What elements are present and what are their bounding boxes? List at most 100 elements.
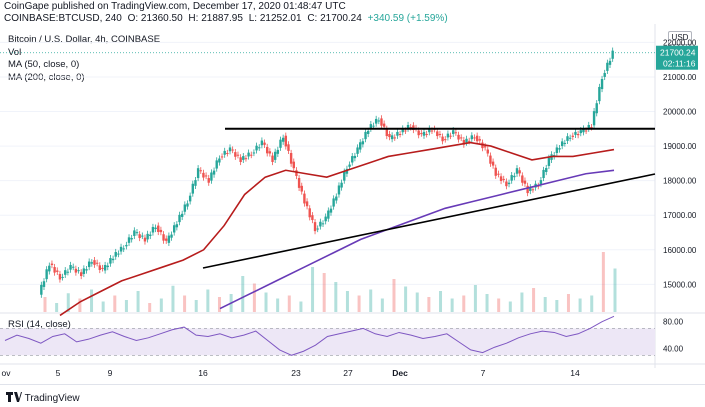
candle-body	[64, 270, 67, 275]
candle-body	[473, 137, 476, 139]
tradingview-logo[interactable]: TradingView	[6, 391, 80, 404]
candle-body	[159, 229, 163, 233]
candle-body	[170, 234, 173, 238]
legend-ma50[interactable]: MA (50, close, 0)	[8, 59, 80, 70]
candle-body	[226, 152, 229, 154]
volume-bar	[601, 252, 605, 312]
chart-header: CoinGape published on TradingView.com, D…	[0, 0, 705, 24]
candle-body	[430, 130, 434, 132]
candle-body	[69, 264, 72, 270]
ohlc-line: COINBASE:BTCUSD, 240 O: 21360.50 H: 2188…	[4, 13, 451, 24]
candle-body	[441, 136, 444, 142]
volume-bar	[415, 292, 419, 312]
volume-bar	[206, 289, 210, 312]
candle-body	[587, 124, 590, 129]
candle-body	[162, 234, 165, 241]
candle-body	[353, 155, 357, 159]
candle-body	[319, 221, 322, 227]
candle-body	[114, 252, 117, 257]
candle-body	[603, 72, 606, 77]
volume-bar	[404, 286, 408, 312]
change-value: +340.59 (+1.59%)	[367, 13, 448, 24]
candle-body	[529, 187, 532, 192]
candle-body	[287, 144, 290, 151]
candle-body	[409, 127, 412, 129]
candle-body	[236, 154, 240, 156]
candle-body	[212, 170, 216, 175]
candle-body	[151, 226, 155, 233]
candle-body	[558, 148, 561, 150]
candle-body	[606, 62, 609, 71]
candle-body	[459, 137, 463, 139]
volume-bar	[194, 300, 198, 312]
candle-body	[178, 214, 181, 223]
candle-body	[109, 258, 112, 264]
candle-body	[117, 253, 120, 255]
candle-body	[133, 230, 136, 236]
time-tick-6: Dec	[392, 368, 408, 378]
candle-body	[398, 133, 402, 135]
rsi-legend[interactable]: RSI (14, close)	[8, 319, 71, 330]
legend-volume[interactable]: Vol	[8, 46, 22, 58]
candle-body	[53, 267, 56, 273]
candle-body	[491, 161, 495, 166]
candle-body	[452, 130, 455, 134]
candle-body	[478, 139, 482, 141]
candle-body	[337, 185, 341, 195]
currency-badge[interactable]: USD	[668, 31, 692, 45]
price-tick-1: 21000.00	[663, 73, 697, 82]
candle-body	[513, 175, 516, 178]
candle-body	[566, 136, 569, 141]
candle-body	[218, 158, 221, 163]
support-trendline	[202, 173, 656, 269]
price-tick-6: 16000.00	[663, 246, 697, 255]
candle-body	[489, 155, 492, 164]
candle-body	[438, 133, 442, 135]
candle-body	[446, 133, 450, 138]
candle-body	[252, 152, 256, 154]
candle-body	[223, 150, 226, 155]
candle-body	[454, 132, 458, 134]
volume-bar	[439, 291, 443, 312]
rsi-tick-1: 40.00	[663, 345, 684, 354]
candle-body	[157, 225, 160, 232]
candle-body	[388, 133, 391, 138]
volume-bar	[334, 282, 338, 312]
candle-body	[45, 269, 48, 280]
candle-body	[372, 125, 375, 127]
candle-body	[98, 265, 101, 270]
volume-bar	[252, 283, 256, 312]
time-tick-4: 23	[291, 368, 301, 378]
candle-body	[186, 203, 189, 207]
price-tick-4: 18000.00	[663, 177, 697, 186]
candle-body	[228, 147, 232, 152]
candle-body	[316, 228, 319, 230]
volume-bar	[322, 273, 326, 312]
candle-body	[475, 135, 479, 142]
candle-body	[510, 175, 513, 181]
symbol-label: COINBASE:BTCUSD, 240	[4, 13, 122, 24]
candle-body	[436, 131, 439, 137]
candle-body	[106, 265, 109, 268]
volume-bar	[508, 301, 512, 312]
candle-body	[300, 185, 303, 192]
candle-body	[172, 225, 176, 233]
candle-body	[369, 124, 373, 129]
candle-body	[327, 210, 330, 219]
candle-body	[531, 189, 535, 191]
candle-body	[377, 120, 381, 122]
candle-body	[263, 142, 266, 145]
candle-body	[130, 238, 133, 240]
candle-body	[180, 213, 184, 217]
volume-bar	[55, 303, 59, 312]
candle-body	[401, 128, 404, 133]
volume-bar	[101, 301, 105, 312]
price-tick-7: 15000.00	[663, 280, 697, 289]
price-tag-value: 21700.24	[660, 48, 696, 58]
candle-body	[590, 127, 593, 129]
volume-bar	[299, 301, 303, 312]
candle-body	[250, 154, 253, 156]
candle-body	[457, 134, 460, 140]
candle-body	[135, 232, 139, 234]
price-chart[interactable]: 22000.00 21000.00 20000.00 19000.00 18000.00…	[0, 0, 705, 384]
